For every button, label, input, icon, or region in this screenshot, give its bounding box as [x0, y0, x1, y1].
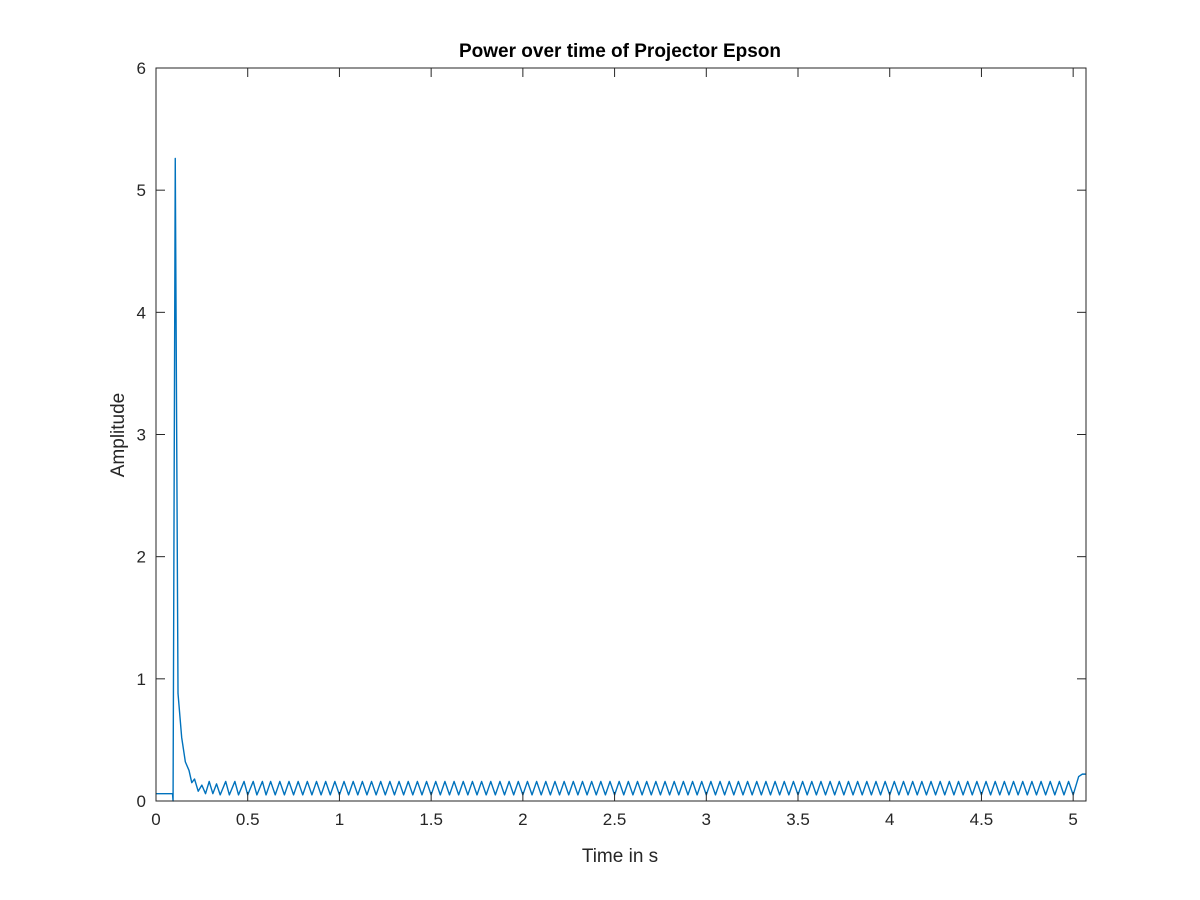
x-tick-label: 1.5 — [419, 810, 443, 829]
chart-title: Power over time of Projector Epson — [459, 41, 781, 62]
y-tick-label: 3 — [137, 426, 146, 445]
y-tick-label: 0 — [137, 792, 146, 811]
x-axis-label: Time in s — [582, 846, 658, 867]
plot-area: 0 0.5 1 1.5 2 2.5 3 3.5 4 4.5 5 0 1 2 3 4 5 6 — [137, 59, 1087, 829]
x-tick-label: 4.5 — [970, 810, 994, 829]
y-tick-label: 2 — [137, 548, 146, 567]
x-tick-label: 5 — [1068, 810, 1077, 829]
y-tick-label: 6 — [137, 59, 146, 78]
x-tick-label: 0.5 — [236, 810, 260, 829]
x-tick-label: 2.5 — [603, 810, 627, 829]
x-tick-label: 1 — [335, 810, 344, 829]
y-tick-label: 5 — [137, 181, 146, 200]
x-tick-label: 4 — [885, 810, 894, 829]
x-tick-label: 2 — [518, 810, 527, 829]
y-axis-label: Amplitude — [108, 393, 129, 478]
x-tick-label: 3.5 — [786, 810, 810, 829]
x-tick-label: 3 — [702, 810, 711, 829]
x-tick-label: 0 — [151, 810, 160, 829]
series-line-0 — [156, 157, 1086, 802]
y-tick-label: 1 — [137, 670, 146, 689]
y-tick-label: 4 — [137, 303, 146, 322]
